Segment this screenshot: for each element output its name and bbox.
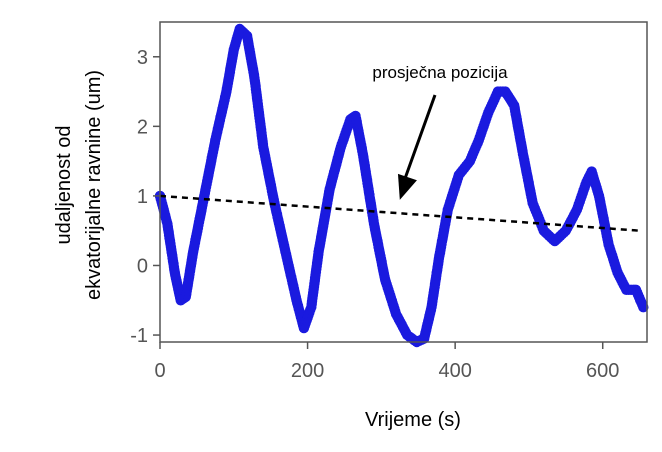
annotation-arrowhead <box>397 173 417 200</box>
y-axis-ticks: -1 0 1 2 3 <box>130 47 160 347</box>
y-tick-label: 2 <box>137 116 148 138</box>
y-tick-label: -1 <box>130 325 148 347</box>
y-axis-label-line-1: udaljenost od <box>53 126 75 245</box>
y-tick-label: 3 <box>137 47 148 69</box>
x-axis-ticks: 0 200 400 600 <box>154 342 619 382</box>
x-tick-label: 0 <box>154 360 165 382</box>
trend-line <box>159 194 640 232</box>
plot-frame <box>159 21 648 343</box>
data-point <box>638 302 649 313</box>
y-axis-label-line-2: ekvatorijalne ravnine (um) <box>83 70 105 300</box>
y-tick-label: 1 <box>137 186 148 208</box>
annotation-label: prosječna pozicija <box>372 63 508 82</box>
series-trace <box>154 23 649 348</box>
x-tick-label: 200 <box>291 360 324 382</box>
annotation-arrow <box>402 94 437 183</box>
x-tick-label: 400 <box>438 360 471 382</box>
x-axis-label: Vrijeme (s) <box>365 409 461 431</box>
data-marks <box>154 23 649 348</box>
x-tick-label: 600 <box>586 360 619 382</box>
y-tick-label: 0 <box>137 255 148 277</box>
